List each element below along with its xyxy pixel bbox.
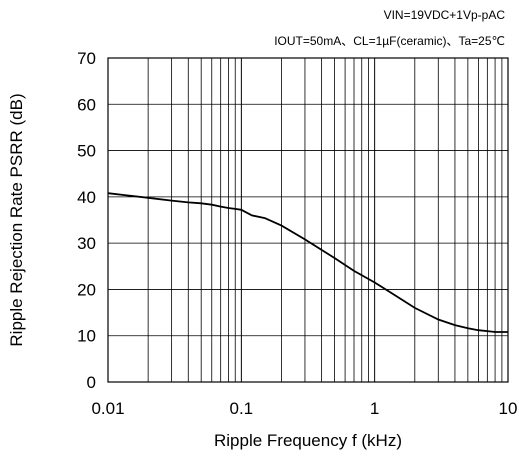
- y-tick-label: 10: [77, 327, 96, 346]
- tick-labels: 0 10 20 30 40 50 60 70 0.01 0.1 1 10: [77, 49, 517, 418]
- y-tick-label: 70: [77, 49, 96, 68]
- y-axis-label: Ripple Rejection Rate PSRR (dB): [7, 93, 26, 346]
- x-axis-label: Ripple Frequency f (kHz): [214, 431, 402, 450]
- y-tick-label: 50: [77, 142, 96, 161]
- y-tick-label: 40: [77, 188, 96, 207]
- x-tick-label: 0.1: [230, 399, 254, 418]
- test-conditions-line2: IOUT=50mA、CL=1µF(ceramic)、Ta=25℃: [274, 34, 505, 48]
- y-tick-label: 20: [77, 280, 96, 299]
- x-tick-label: 0.01: [91, 399, 124, 418]
- grid: [108, 58, 508, 382]
- plot-frame: [107, 57, 509, 383]
- x-tick-label: 1: [370, 399, 379, 418]
- x-tick-label: 10: [499, 399, 518, 418]
- y-tick-label: 30: [77, 234, 96, 253]
- y-tick-label: 60: [77, 95, 96, 114]
- y-tick-label: 0: [87, 373, 96, 392]
- test-conditions-line1: VIN=19VDC+1Vp-pAC: [383, 8, 505, 22]
- psrr-curve: [107, 192, 508, 333]
